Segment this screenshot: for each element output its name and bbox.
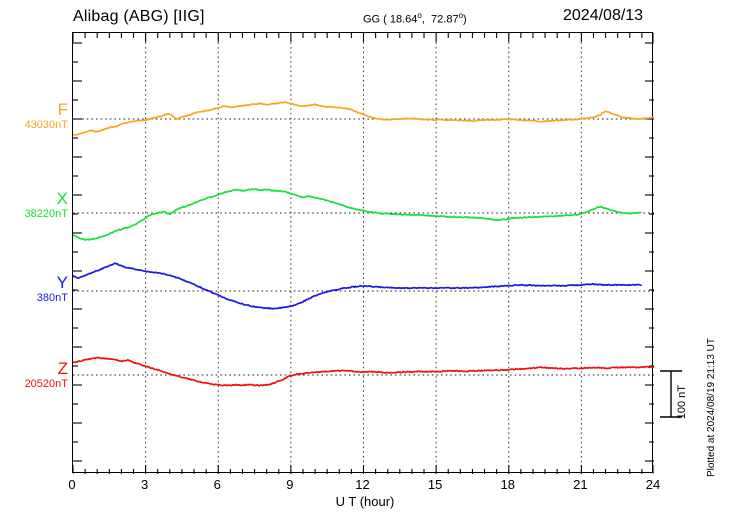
degree-icon: o <box>417 11 422 20</box>
coord-suffix: ) <box>463 13 467 26</box>
chart-header: Alibag (ABG) [IIG] GG ( 18.64o, 72.87o) … <box>0 0 730 30</box>
x-tick-label-24: 24 <box>645 477 661 492</box>
component-label-f: F 43030nT <box>6 101 68 132</box>
x-tick-label-3: 3 <box>141 477 149 492</box>
scale-bar <box>660 370 682 418</box>
x-tick-label-9: 9 <box>286 477 294 492</box>
x-tick-label-18: 18 <box>500 477 515 492</box>
geographic-coordinates: GG ( 18.64o, 72.87o) <box>363 11 467 26</box>
x-tick-label-6: 6 <box>213 477 221 492</box>
x-tick-label-15: 15 <box>427 477 443 492</box>
component-baseline-z: 20520nT <box>24 378 68 390</box>
component-symbol-y: Y <box>56 273 68 292</box>
component-label-y: Y 380nT <box>6 274 68 305</box>
plotted-at-timestamp: Plotted at 2024/08/19 21:13 UT <box>706 338 717 477</box>
component-label-x: X 38220nT <box>6 190 68 221</box>
plot-frame <box>72 32 654 474</box>
component-baseline-f: 43030nT <box>24 119 68 131</box>
component-symbol-z: Z <box>57 359 68 378</box>
component-baseline-y: 380nT <box>36 292 68 304</box>
x-tick-label-12: 12 <box>355 477 370 492</box>
scale-bar-label: 100 nT <box>676 385 688 420</box>
observation-date: 2024/08/13 <box>563 7 644 24</box>
component-symbol-x: X <box>56 189 68 208</box>
magnetogram-plot <box>73 33 654 474</box>
coord-separator: , <box>421 13 432 26</box>
coord-latitude: 18.64 <box>389 13 418 26</box>
coord-prefix: GG ( <box>363 13 390 26</box>
degree-icon-2: o <box>458 11 464 20</box>
component-symbol-f: F <box>57 100 68 119</box>
component-label-z: Z 20520nT <box>6 360 68 391</box>
x-tick-label-0: 0 <box>68 477 76 492</box>
station-title: Alibag (ABG) [IIG] <box>73 8 205 25</box>
x-tick-label-21: 21 <box>573 477 588 492</box>
coord-longitude: 72.87 <box>431 13 459 26</box>
component-baseline-x: 38220nT <box>24 208 68 220</box>
x-axis-title: U T (hour) <box>335 494 395 509</box>
